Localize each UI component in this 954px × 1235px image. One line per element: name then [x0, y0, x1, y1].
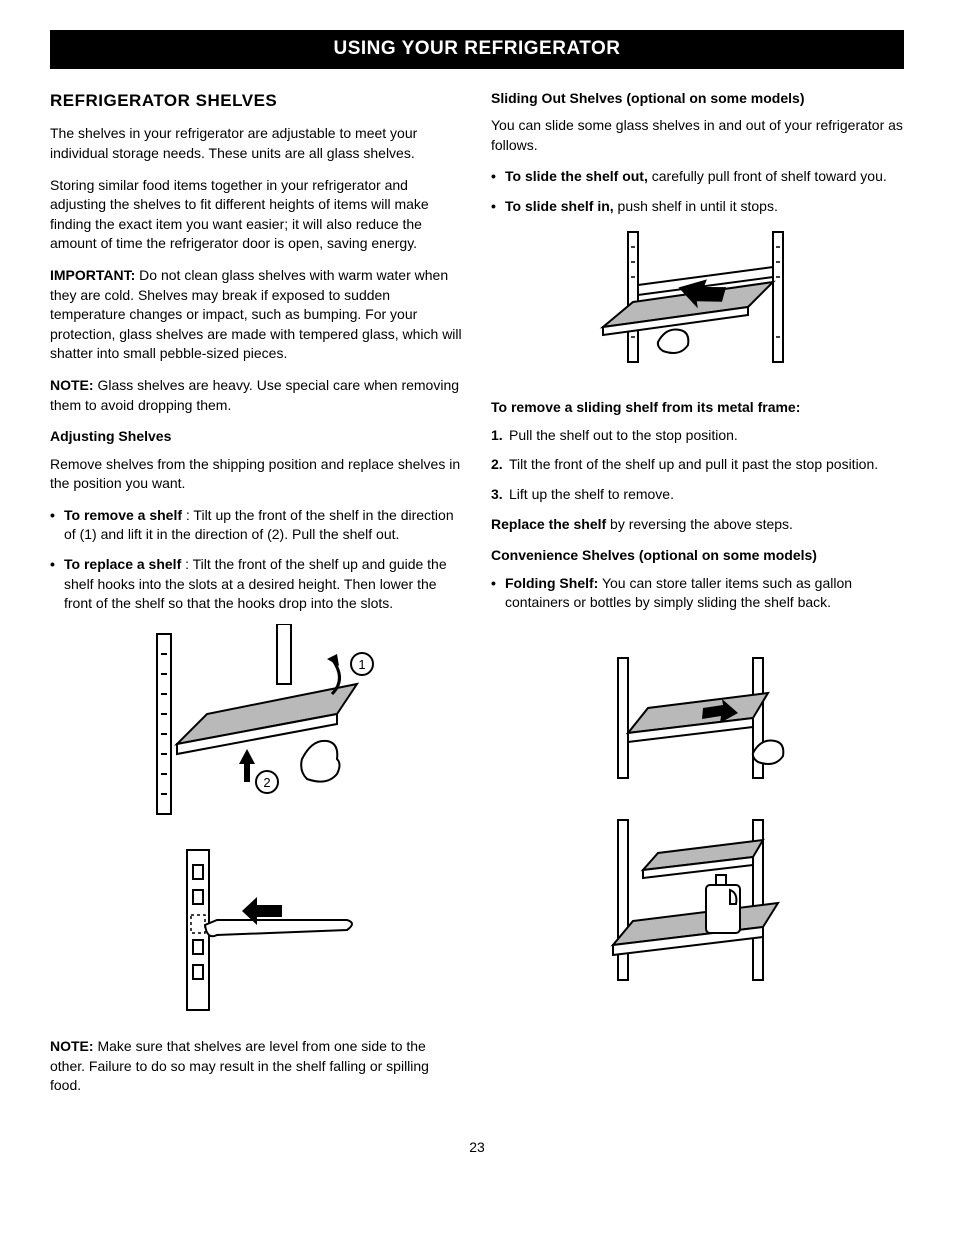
folding-label: Folding Shelf: — [505, 575, 598, 591]
note-paragraph-1: NOTE: Glass shelves are heavy. Use speci… — [50, 376, 463, 415]
step-2: 2.Tilt the front of the shelf up and pul… — [491, 455, 904, 475]
remove-shelf-label: To remove a shelf — [64, 507, 186, 523]
convenience-heading: Convenience Shelves (optional on some mo… — [491, 546, 904, 566]
slide-out-label: To slide the shelf out, — [505, 168, 648, 184]
figure-adjust-shelf: 1 2 — [50, 624, 463, 830]
adjusting-heading: Adjusting Shelves — [50, 427, 463, 447]
folding-shelf-gallon-icon — [588, 815, 808, 995]
figure-folding-top — [491, 653, 904, 799]
important-label: IMPORTANT: — [50, 267, 135, 283]
intro-paragraph-2: Storing similar food items together in y… — [50, 176, 463, 254]
step1-text: Pull the shelf out to the stop position. — [509, 427, 738, 443]
adjusting-intro: Remove shelves from the shipping positio… — [50, 455, 463, 494]
slide-in-label: To slide shelf in, — [505, 198, 614, 214]
note1-label: NOTE: — [50, 377, 94, 393]
svg-text:1: 1 — [358, 657, 365, 672]
figure-folding-gallon — [491, 815, 904, 1001]
important-paragraph: IMPORTANT: Do not clean glass shelves wi… — [50, 266, 463, 364]
note2-text: Make sure that shelves are level from on… — [50, 1038, 429, 1093]
shelf-hook-diagram-icon — [147, 845, 367, 1015]
sliding-shelf-diagram-icon — [573, 227, 823, 377]
bullet-slide-out: To slide the shelf out, carefully pull f… — [491, 167, 904, 187]
right-column: Sliding Out Shelves (optional on some mo… — [491, 89, 904, 1108]
sliding-intro: You can slide some glass shelves in and … — [491, 116, 904, 155]
adjusting-bullets: To remove a shelf : Tilt up the front of… — [50, 506, 463, 614]
figure-sliding-shelf — [491, 227, 904, 383]
page-number: 23 — [50, 1138, 904, 1158]
slide-out-text: carefully pull front of shelf toward you… — [648, 168, 887, 184]
remove-sliding-steps: 1.Pull the shelf out to the stop positio… — [491, 426, 904, 505]
step-3: 3.Lift up the shelf to remove. — [491, 485, 904, 505]
left-column: REFRIGERATOR SHELVES The shelves in your… — [50, 89, 463, 1108]
svg-text:2: 2 — [263, 775, 270, 790]
sliding-heading: Sliding Out Shelves (optional on some mo… — [491, 89, 904, 109]
slide-in-text: push shelf in until it stops. — [614, 198, 778, 214]
bullet-remove-shelf: To remove a shelf : Tilt up the front of… — [50, 506, 463, 545]
section-heading-shelves: REFRIGERATOR SHELVES — [50, 89, 463, 113]
two-column-layout: REFRIGERATOR SHELVES The shelves in your… — [50, 89, 904, 1108]
intro-paragraph-1: The shelves in your refrigerator are adj… — [50, 124, 463, 163]
step-1: 1.Pull the shelf out to the stop positio… — [491, 426, 904, 446]
step2-text: Tilt the front of the shelf up and pull … — [509, 456, 878, 472]
replace-shelf-line: Replace the shelf by reversing the above… — [491, 515, 904, 535]
note1-text: Glass shelves are heavy. Use special car… — [50, 377, 459, 413]
folding-shelf-top-icon — [588, 653, 808, 793]
bullet-folding-shelf: Folding Shelf: You can store taller item… — [491, 574, 904, 613]
page-banner: USING YOUR REFRIGERATOR — [50, 30, 904, 69]
replace-shelf-text2: by reversing the above steps. — [606, 516, 793, 532]
remove-sliding-heading: To remove a sliding shelf from its metal… — [491, 398, 904, 418]
note2-label: NOTE: — [50, 1038, 94, 1054]
step3-text: Lift up the shelf to remove. — [509, 486, 674, 502]
sliding-bullets: To slide the shelf out, carefully pull f… — [491, 167, 904, 216]
replace-shelf-label: To replace a shelf — [64, 556, 185, 572]
figure-hook-rail — [50, 845, 463, 1021]
bullet-slide-in: To slide shelf in, push shelf in until i… — [491, 197, 904, 217]
shelf-tilt-diagram-icon: 1 2 — [127, 624, 387, 824]
bullet-replace-shelf: To replace a shelf : Tilt the front of t… — [50, 555, 463, 614]
note-paragraph-2: NOTE: Make sure that shelves are level f… — [50, 1037, 463, 1096]
replace-shelf-label2: Replace the shelf — [491, 516, 606, 532]
convenience-bullets: Folding Shelf: You can store taller item… — [491, 574, 904, 613]
